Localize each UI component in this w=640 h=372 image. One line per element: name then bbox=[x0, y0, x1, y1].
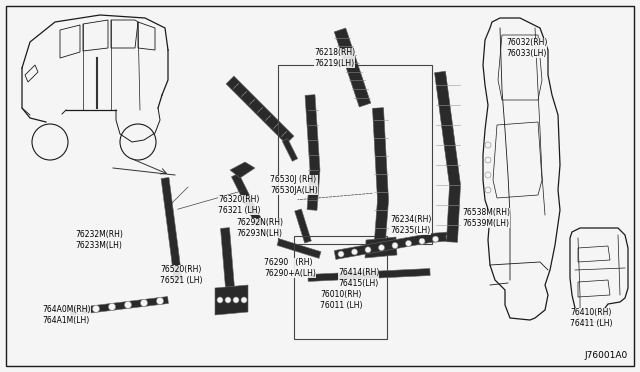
Polygon shape bbox=[308, 269, 430, 282]
Circle shape bbox=[406, 240, 412, 246]
Text: 76232M(RH)
76233M(LH): 76232M(RH) 76233M(LH) bbox=[75, 230, 123, 250]
Circle shape bbox=[241, 297, 247, 303]
Circle shape bbox=[225, 297, 231, 303]
Circle shape bbox=[77, 307, 83, 314]
Polygon shape bbox=[498, 35, 542, 100]
Polygon shape bbox=[70, 296, 168, 315]
Circle shape bbox=[419, 238, 425, 244]
Text: J76001A0: J76001A0 bbox=[585, 351, 628, 360]
Polygon shape bbox=[493, 122, 542, 198]
Text: 764A0M(RH)
764A1M(LH): 764A0M(RH) 764A1M(LH) bbox=[42, 305, 90, 326]
Circle shape bbox=[587, 312, 593, 318]
Circle shape bbox=[392, 243, 398, 248]
Text: 76234(RH)
76235(LH): 76234(RH) 76235(LH) bbox=[390, 215, 431, 235]
Polygon shape bbox=[277, 239, 321, 258]
Text: 76410(RH)
76411 (LH): 76410(RH) 76411 (LH) bbox=[570, 308, 612, 328]
Circle shape bbox=[125, 301, 131, 308]
Text: 76010(RH)
76011 (LH): 76010(RH) 76011 (LH) bbox=[320, 290, 362, 311]
Circle shape bbox=[485, 187, 491, 193]
Polygon shape bbox=[435, 71, 461, 242]
Circle shape bbox=[217, 297, 223, 303]
Circle shape bbox=[485, 172, 491, 178]
Polygon shape bbox=[365, 237, 397, 258]
Text: 76032(RH)
76033(LH): 76032(RH) 76033(LH) bbox=[506, 38, 547, 58]
Bar bbox=[278, 65, 432, 244]
Polygon shape bbox=[161, 177, 182, 280]
Polygon shape bbox=[282, 139, 298, 161]
Polygon shape bbox=[578, 246, 610, 262]
Circle shape bbox=[93, 305, 99, 312]
Text: 76538M(RH)
76539M(LH): 76538M(RH) 76539M(LH) bbox=[462, 208, 510, 228]
Polygon shape bbox=[334, 28, 371, 107]
Polygon shape bbox=[232, 173, 264, 227]
Circle shape bbox=[365, 247, 371, 253]
Circle shape bbox=[141, 299, 147, 307]
Text: 76218(RH)
76219(LH): 76218(RH) 76219(LH) bbox=[314, 48, 355, 68]
Circle shape bbox=[109, 303, 115, 310]
Circle shape bbox=[233, 297, 239, 303]
Polygon shape bbox=[334, 231, 455, 259]
Text: 76520(RH)
76521 (LH): 76520(RH) 76521 (LH) bbox=[160, 265, 202, 285]
Polygon shape bbox=[578, 280, 610, 297]
Circle shape bbox=[378, 245, 385, 251]
Text: 76414(RH)
76415(LH): 76414(RH) 76415(LH) bbox=[338, 268, 380, 288]
Polygon shape bbox=[221, 228, 234, 311]
Polygon shape bbox=[230, 162, 255, 178]
Text: 76320(RH)
76321 (LH): 76320(RH) 76321 (LH) bbox=[218, 195, 260, 215]
Bar bbox=[294, 236, 387, 339]
Circle shape bbox=[433, 236, 438, 242]
Text: 76290   (RH)
76290+A(LH): 76290 (RH) 76290+A(LH) bbox=[264, 258, 316, 279]
Circle shape bbox=[446, 234, 452, 240]
Polygon shape bbox=[215, 285, 248, 315]
Circle shape bbox=[485, 142, 491, 148]
Circle shape bbox=[485, 157, 491, 163]
Circle shape bbox=[351, 249, 358, 255]
Text: 76530J (RH)
76530JA(LH): 76530J (RH) 76530JA(LH) bbox=[270, 175, 317, 195]
Polygon shape bbox=[372, 108, 388, 240]
Polygon shape bbox=[305, 94, 320, 211]
Polygon shape bbox=[226, 76, 294, 144]
Circle shape bbox=[338, 251, 344, 257]
Polygon shape bbox=[294, 209, 311, 243]
Text: 76292N(RH)
76293N(LH): 76292N(RH) 76293N(LH) bbox=[236, 218, 283, 238]
Circle shape bbox=[157, 298, 163, 304]
